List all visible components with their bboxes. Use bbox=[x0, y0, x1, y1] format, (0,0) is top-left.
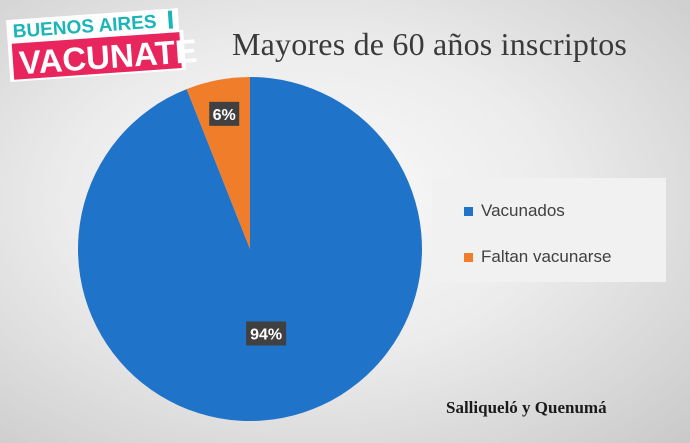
pie-slice-vacunados bbox=[78, 77, 423, 421]
svg-text:94%: 94% bbox=[250, 326, 282, 343]
legend-label-vacunados: Vacunados bbox=[481, 201, 565, 220]
legend-swatch-vacunados bbox=[464, 206, 473, 216]
chart-legend: Vacunados Faltan vacunarse bbox=[432, 178, 666, 282]
svg-text:6%: 6% bbox=[213, 107, 236, 124]
legend-item-vacunados: Vacunados bbox=[464, 201, 565, 221]
chart-title: Mayores de 60 años inscriptos bbox=[232, 26, 628, 62]
legend-swatch-faltan-vacunarse bbox=[464, 252, 473, 262]
legend-label-faltan-vacunarse: Faltan vacunarse bbox=[481, 247, 612, 266]
buenos-aires-vacunate-logo: BUENOS AIRES VACUNATE bbox=[6, 8, 198, 82]
data-label-faltan-vacunarse: 6% bbox=[209, 101, 240, 126]
legend-item-faltan-vacunarse: Faltan vacunarse bbox=[464, 247, 611, 267]
location-footnote: Salliqueló y Quenumá bbox=[446, 398, 607, 417]
data-label-vacunados: 94% bbox=[246, 321, 287, 346]
